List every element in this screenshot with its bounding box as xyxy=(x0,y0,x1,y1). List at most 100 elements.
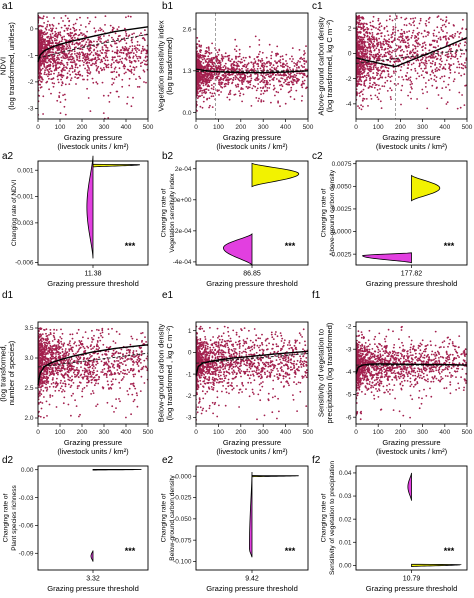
data-point xyxy=(40,63,42,66)
data-point xyxy=(451,54,453,56)
data-point xyxy=(69,79,72,82)
data-point xyxy=(295,74,298,77)
data-point xyxy=(363,33,366,36)
data-point xyxy=(54,39,56,42)
data-point xyxy=(198,40,201,43)
data-point xyxy=(280,77,283,79)
data-point xyxy=(232,78,234,81)
data-point xyxy=(61,38,64,41)
data-point xyxy=(435,80,437,83)
data-point xyxy=(50,30,52,32)
data-point xyxy=(447,56,449,59)
data-point xyxy=(84,67,86,70)
data-point xyxy=(421,58,424,61)
data-point xyxy=(249,69,252,72)
data-point xyxy=(367,38,370,41)
data-point xyxy=(144,63,146,66)
data-point xyxy=(428,49,431,52)
data-point xyxy=(99,27,102,29)
data-point xyxy=(391,41,394,44)
y-axis-label: Vegetation sensitivity index xyxy=(169,173,176,253)
data-point xyxy=(263,62,265,64)
data-point xyxy=(80,360,83,363)
data-point xyxy=(360,90,363,93)
data-point xyxy=(399,41,402,43)
data-point xyxy=(369,49,372,52)
data-point xyxy=(378,77,381,80)
data-point xyxy=(406,67,409,69)
data-point xyxy=(59,34,62,37)
data-point xyxy=(426,56,428,59)
data-point xyxy=(237,83,240,86)
data-point xyxy=(376,68,379,71)
data-point xyxy=(43,57,46,60)
data-point xyxy=(360,72,363,75)
data-point xyxy=(68,24,70,27)
data-point xyxy=(207,79,210,82)
data-point xyxy=(415,39,418,42)
data-point xyxy=(292,79,295,82)
data-point xyxy=(440,28,443,31)
data-point xyxy=(69,67,72,70)
data-point xyxy=(429,73,432,76)
data-point xyxy=(199,86,202,89)
data-point xyxy=(112,26,114,29)
data-point xyxy=(86,345,88,348)
data-point xyxy=(223,85,226,88)
data-point xyxy=(207,84,210,87)
data-point xyxy=(230,64,233,67)
y-axis-label: (log transformed, kg C m⁻²) xyxy=(325,19,334,112)
data-point xyxy=(114,60,117,62)
data-point xyxy=(458,91,461,94)
data-point xyxy=(104,55,107,58)
data-point xyxy=(115,42,118,45)
data-point xyxy=(463,44,466,47)
data-point xyxy=(208,73,211,76)
data-point xyxy=(409,52,411,55)
data-point xyxy=(372,66,375,68)
data-point xyxy=(64,14,67,17)
data-point xyxy=(403,64,405,66)
data-point xyxy=(93,40,95,43)
data-point xyxy=(80,24,82,26)
data-point xyxy=(408,30,411,33)
data-point xyxy=(109,24,112,27)
data-point xyxy=(46,61,49,64)
data-point xyxy=(200,46,202,48)
data-point xyxy=(410,86,413,88)
data-point xyxy=(463,52,465,55)
data-point xyxy=(39,50,42,52)
data-point xyxy=(112,38,115,41)
data-point xyxy=(62,382,64,385)
data-point xyxy=(133,47,136,50)
data-point xyxy=(196,58,199,61)
data-point xyxy=(362,54,365,57)
data-point xyxy=(412,17,414,20)
data-point xyxy=(42,59,44,62)
data-point xyxy=(51,41,54,43)
data-point xyxy=(75,33,77,36)
data-point xyxy=(373,81,375,84)
data-point xyxy=(121,62,124,64)
data-point xyxy=(362,66,364,69)
data-point xyxy=(263,68,265,71)
data-point xyxy=(259,81,262,83)
data-point xyxy=(224,76,226,79)
data-point xyxy=(209,91,212,94)
data-point xyxy=(384,81,387,84)
data-point xyxy=(447,83,450,86)
data-point xyxy=(378,51,381,54)
data-point xyxy=(86,64,89,67)
data-point xyxy=(454,71,456,74)
data-point xyxy=(210,65,213,68)
data-point xyxy=(289,69,292,71)
data-point xyxy=(92,373,94,375)
data-point xyxy=(425,24,428,27)
data-point xyxy=(56,56,58,59)
data-point xyxy=(48,49,51,52)
data-point xyxy=(125,58,128,61)
data-point xyxy=(416,50,419,52)
data-point xyxy=(374,76,376,79)
data-point xyxy=(196,104,199,106)
plot-frame xyxy=(195,160,309,266)
